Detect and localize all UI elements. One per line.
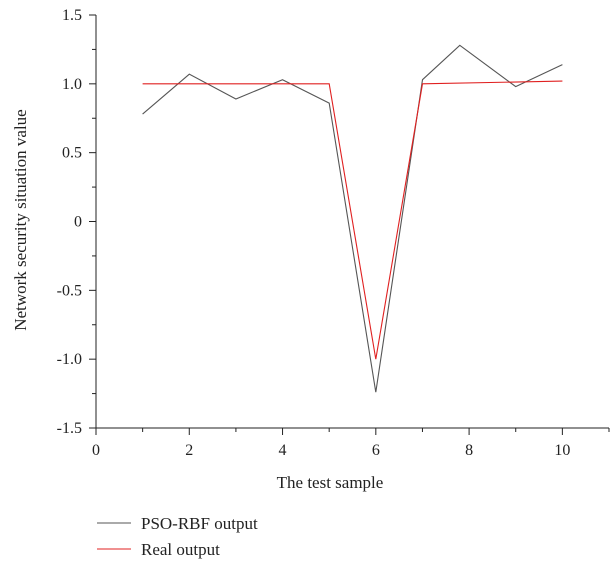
y-tick-label: -0.5: [57, 282, 82, 299]
legend: PSO-RBF output Real output: [97, 514, 258, 559]
x-axis-title: The test sample: [277, 473, 384, 492]
legend-label-pso-rbf: PSO-RBF output: [141, 514, 258, 533]
x-tick-label: 6: [372, 442, 380, 459]
x-tick-label: 8: [465, 442, 473, 459]
x-tick-label: 4: [279, 442, 287, 459]
y-tick-label: 1.0: [62, 76, 82, 93]
x-tick-label: 10: [554, 442, 570, 459]
y-ticks: -1.5 -1.0 -0.5 0 0.5 1.0 1.5: [57, 7, 96, 437]
legend-label-real-output: Real output: [141, 540, 220, 559]
y-tick-label: 0: [74, 214, 82, 231]
series-line-pso-rbf: [142, 44, 563, 393]
series-line-real-output: [142, 80, 563, 360]
y-axis-title: Network security situation value: [11, 109, 30, 330]
x-tick-label: 2: [185, 442, 193, 459]
chart-series: [142, 44, 563, 393]
y-tick-label: -1.0: [57, 351, 82, 368]
x-ticks: 0 2 4 6 8 10: [92, 428, 610, 459]
y-tick-label: 1.5: [62, 7, 82, 24]
x-tick-label: 0: [92, 442, 100, 459]
y-tick-label: 0.5: [62, 145, 82, 162]
y-tick-label: -1.5: [57, 420, 82, 437]
